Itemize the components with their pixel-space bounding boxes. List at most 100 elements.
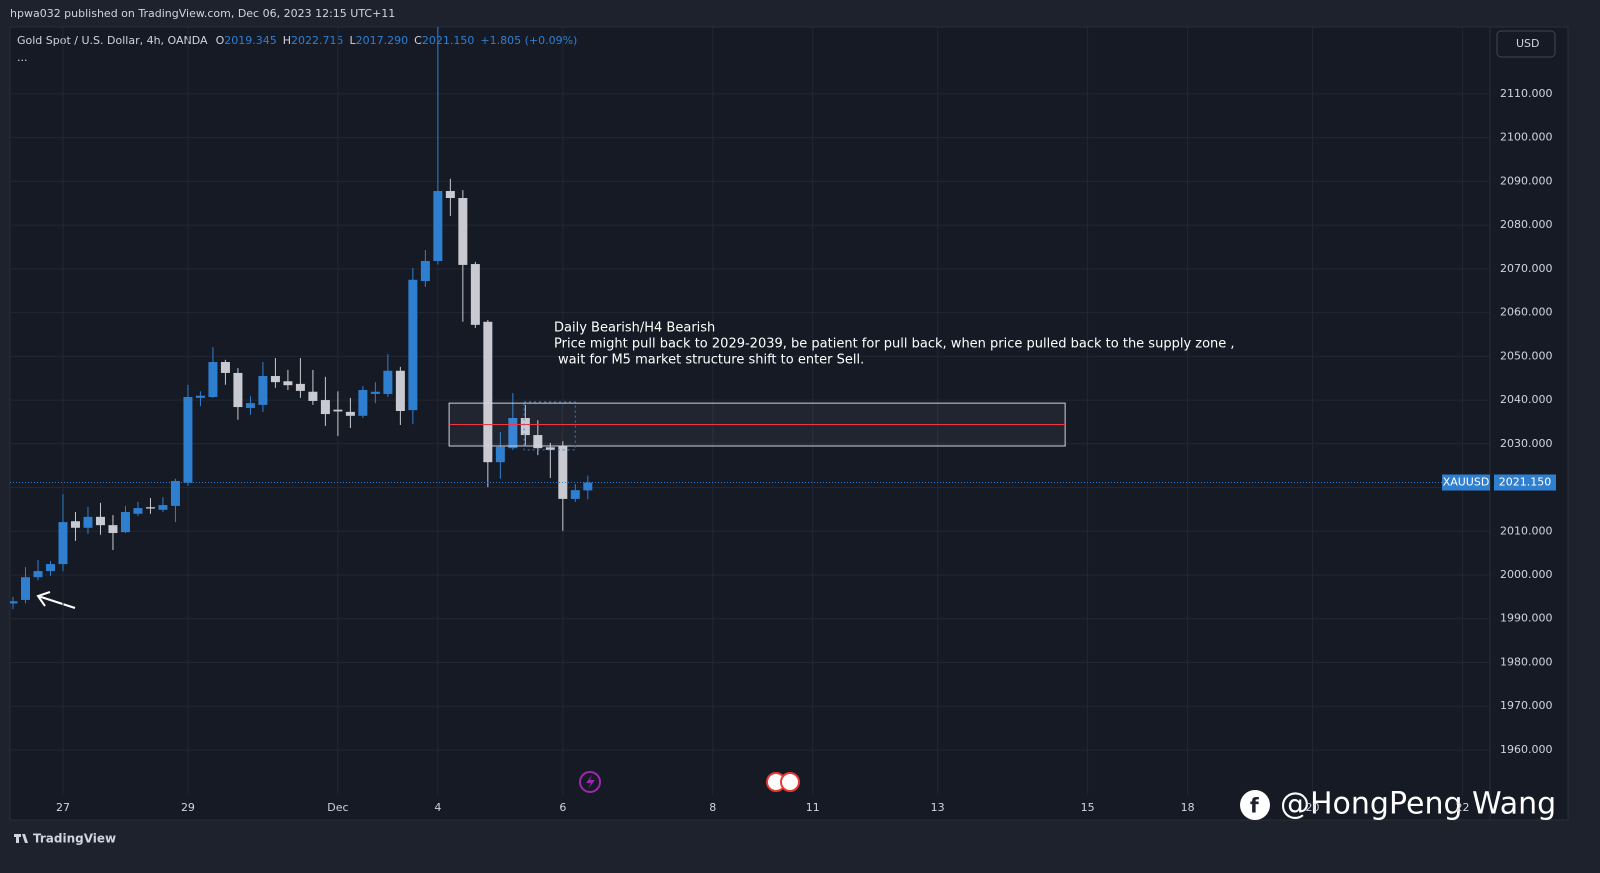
- candle-body: [145, 507, 155, 509]
- y-tick-label: 1970.000: [1500, 699, 1553, 712]
- x-tick-label: 22: [1456, 801, 1470, 814]
- candle-body: [95, 516, 105, 526]
- legend-value: 2019.345: [224, 34, 277, 47]
- candle-body: [33, 571, 43, 578]
- x-tick-label: 29: [181, 801, 195, 814]
- x-tick-label: 4: [434, 801, 441, 814]
- y-tick-label: 1990.000: [1500, 612, 1553, 625]
- legend-symbol: Gold Spot / U.S. Dollar, 4h, OANDA: [17, 34, 208, 47]
- candle-body: [183, 397, 193, 483]
- currency-button[interactable]: [1496, 30, 1556, 58]
- candle-body: [10, 601, 18, 604]
- candle-body: [20, 577, 30, 600]
- event-icon[interactable]: [579, 771, 601, 793]
- inner-zone: [523, 401, 576, 451]
- symbol-label: XAUUSD: [1443, 476, 1490, 489]
- candle-body: [208, 362, 218, 398]
- candle-body: [120, 512, 130, 533]
- footer: TradingView: [33, 832, 116, 846]
- candle-body: [70, 521, 80, 528]
- annotation: Daily Bearish/H4 Bearish: [554, 321, 715, 336]
- annotation: Price might pull back to 2029-2039, be p…: [554, 337, 1235, 352]
- candle-body: [170, 480, 180, 506]
- x-tick-label: 11: [806, 801, 820, 814]
- watermark: @HongPeng Wang: [1280, 787, 1556, 822]
- fb-f: f: [1250, 794, 1259, 818]
- x-tick-label: 6: [559, 801, 566, 814]
- plot-area: [9, 26, 1569, 821]
- candle-body: [133, 508, 143, 514]
- legend-more: ...: [17, 51, 28, 64]
- event-flag[interactable]: [780, 772, 800, 792]
- candle-body: [45, 564, 55, 572]
- y-tick-label: 2070.000: [1500, 262, 1553, 275]
- arrow: [37, 595, 76, 609]
- candle-body: [558, 445, 568, 499]
- tv-logo: [14, 834, 28, 843]
- candle-body: [570, 490, 580, 499]
- candle-body: [470, 264, 480, 325]
- legend-key: H: [283, 34, 291, 47]
- y-tick-label: 2000.000: [1500, 568, 1553, 581]
- y-tick-label: 2080.000: [1500, 218, 1553, 231]
- candle-body: [58, 522, 68, 565]
- candle-body: [445, 191, 455, 199]
- candle-body: [358, 390, 368, 416]
- candle-body: [283, 381, 293, 386]
- candle-body: [233, 372, 243, 408]
- x-tick-label: Dec: [327, 801, 348, 814]
- candle-body: [320, 400, 330, 415]
- x-tick-label: 15: [1081, 801, 1095, 814]
- candle-body: [270, 376, 280, 383]
- candle-body: [533, 435, 543, 449]
- candle-body: [220, 362, 230, 373]
- price-label: 2021.150: [1499, 476, 1552, 489]
- candle-body: [583, 482, 593, 491]
- candle-body: [545, 447, 555, 450]
- candle-body: [483, 321, 493, 463]
- candle-body: [420, 260, 430, 282]
- candle-body: [258, 376, 268, 405]
- fb-icon: [1240, 790, 1270, 820]
- candle-body: [508, 417, 518, 449]
- candle-body: [433, 191, 443, 261]
- arrow-head: [36, 591, 51, 607]
- x-tick-label: 20: [1306, 801, 1320, 814]
- legend-key: C: [414, 34, 422, 47]
- candle-body: [458, 198, 468, 265]
- x-tick-label: 18: [1181, 801, 1195, 814]
- price-tag: [1494, 474, 1556, 491]
- y-tick-label: 2110.000: [1500, 87, 1553, 100]
- x-tick-label: 27: [56, 801, 70, 814]
- candle-body: [370, 391, 380, 394]
- y-tick-label: 2050.000: [1500, 349, 1553, 362]
- header: hpwa032 published on TradingView.com, De…: [10, 7, 395, 20]
- candle-body: [383, 370, 393, 394]
- candle-body: [195, 395, 205, 398]
- annotation: wait for M5 market structure shift to en…: [558, 353, 864, 368]
- x-tick-label: 13: [931, 801, 945, 814]
- currency[interactable]: USD: [1516, 37, 1540, 50]
- candle-body: [345, 411, 355, 416]
- candle-body: [83, 516, 93, 528]
- legend-key: L: [350, 34, 357, 47]
- candle-body: [333, 409, 343, 412]
- y-tick-label: 1980.000: [1500, 655, 1553, 668]
- candle-body: [295, 383, 305, 391]
- plot: [10, 27, 1490, 795]
- candle-body: [395, 370, 405, 411]
- candle-body: [245, 403, 255, 408]
- candle-body: [108, 525, 118, 534]
- y-tick-label: 2030.000: [1500, 437, 1553, 450]
- x-tick-label: 8: [709, 801, 716, 814]
- candle-body: [308, 391, 318, 401]
- legend-change: +1.805 (+0.09%): [480, 34, 577, 47]
- candle-body: [520, 417, 530, 436]
- y-tick-label: 1960.000: [1500, 743, 1553, 756]
- event-bolt: [586, 775, 595, 789]
- candle-body: [158, 505, 168, 510]
- candle-body: [408, 279, 418, 411]
- y-tick-label: 2040.000: [1500, 393, 1553, 406]
- symbol-tag: [1442, 474, 1490, 491]
